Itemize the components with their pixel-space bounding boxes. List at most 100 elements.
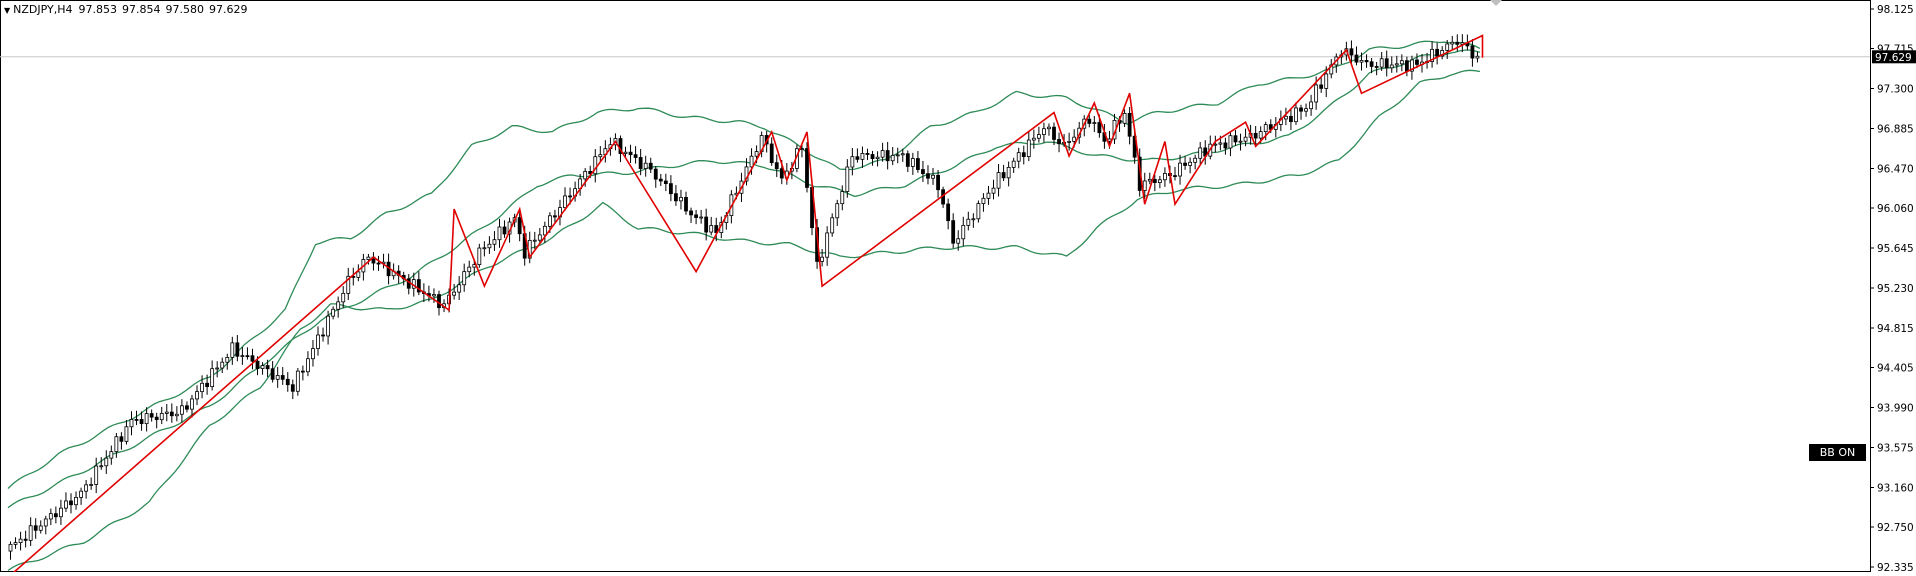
candle — [74, 491, 78, 510]
candle — [1470, 39, 1475, 67]
candle — [477, 243, 482, 268]
candle — [215, 361, 220, 378]
y-tick-label: 94.405 — [1877, 363, 1914, 375]
candle — [668, 175, 673, 202]
y-tick-label: 94.815 — [1877, 323, 1914, 335]
candle — [8, 541, 13, 560]
bollinger-bands — [7, 40, 1481, 571]
candle — [467, 260, 472, 278]
candle — [1026, 131, 1031, 162]
candle — [684, 191, 688, 215]
candle — [366, 253, 371, 265]
candle — [270, 361, 275, 383]
candle — [69, 493, 73, 514]
candle — [1228, 132, 1233, 157]
price-axis[interactable]: 98.12597.71597.30096.88596.47096.06095.6… — [1870, 4, 1914, 574]
candle — [1016, 147, 1021, 169]
candle — [991, 179, 996, 200]
candle — [139, 411, 144, 431]
candle — [185, 401, 189, 413]
candle — [18, 531, 23, 551]
candle — [628, 144, 633, 164]
candle — [971, 213, 976, 228]
candle — [1450, 35, 1455, 50]
candle — [1283, 107, 1288, 126]
candle — [1253, 126, 1258, 146]
candle — [79, 487, 83, 505]
candle — [316, 326, 320, 356]
candle — [487, 236, 492, 254]
candle — [966, 211, 971, 231]
candle — [961, 216, 966, 247]
candle — [880, 142, 885, 162]
dropdown-triangle-icon[interactable]: ▼ — [4, 6, 11, 15]
candle — [169, 403, 174, 423]
candle — [1157, 176, 1162, 189]
bb-middle-band — [7, 49, 1481, 509]
y-tick-label: 93.160 — [1877, 482, 1914, 494]
candle — [225, 353, 230, 370]
candle — [64, 492, 68, 512]
candle — [23, 530, 28, 548]
candle — [1430, 41, 1434, 68]
candle — [89, 477, 94, 490]
candle — [179, 399, 184, 423]
candle — [290, 379, 295, 400]
candle — [648, 157, 653, 173]
bb-on-badge[interactable]: BB ON — [1809, 444, 1866, 461]
candle — [43, 515, 48, 535]
candle — [981, 193, 986, 212]
candle — [1374, 61, 1379, 76]
candle — [1193, 154, 1198, 170]
candle — [845, 159, 850, 198]
close-value: 97.629 — [209, 3, 248, 16]
candle — [230, 336, 235, 365]
candle — [1198, 142, 1203, 164]
candle — [416, 271, 421, 296]
candle — [915, 150, 920, 173]
current-price-text: 97.629 — [1875, 52, 1912, 64]
candle — [1289, 108, 1293, 131]
candle — [285, 372, 290, 392]
candle — [306, 351, 310, 377]
y-tick-label: 92.750 — [1877, 522, 1914, 534]
bb-lower-band — [7, 69, 1481, 571]
candle — [311, 340, 315, 367]
candle — [1001, 164, 1006, 182]
candles — [8, 34, 1480, 560]
candle — [1455, 34, 1460, 52]
candle — [875, 151, 880, 167]
candle — [936, 169, 940, 198]
candle — [865, 148, 870, 161]
candle — [537, 228, 542, 244]
zigzag-line — [9, 34, 1484, 576]
candle — [1394, 55, 1399, 73]
candle — [356, 264, 361, 282]
chart-shift-marker[interactable] — [1490, 0, 1502, 6]
candle — [1309, 94, 1314, 116]
candle — [1122, 109, 1127, 128]
candle — [704, 208, 709, 241]
candle — [260, 362, 265, 375]
candle — [1036, 126, 1041, 143]
candle — [1299, 104, 1303, 120]
open-value: 97.853 — [78, 3, 118, 16]
candle — [1354, 46, 1359, 66]
candle — [910, 152, 915, 175]
candle — [820, 249, 825, 267]
candle — [689, 207, 693, 224]
candle — [240, 347, 245, 365]
candle — [164, 403, 169, 422]
candle — [33, 518, 38, 539]
candle — [1031, 129, 1036, 149]
high-value: 97.854 — [122, 3, 161, 16]
candle — [1127, 107, 1132, 145]
candle — [931, 167, 935, 185]
candle — [890, 146, 895, 166]
candle — [1021, 145, 1026, 165]
candle — [825, 226, 830, 266]
candle — [28, 517, 33, 546]
candle — [1319, 76, 1324, 93]
